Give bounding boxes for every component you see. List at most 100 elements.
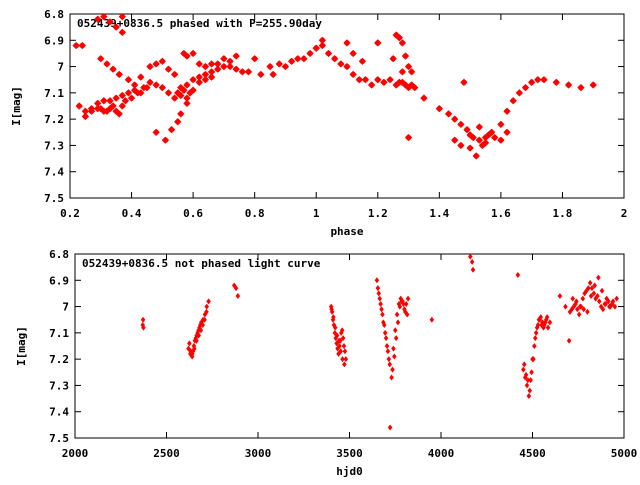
light-curve-data-point	[379, 306, 384, 313]
phased-data-point	[337, 60, 345, 68]
phased-x-tick-label: 1.4	[429, 207, 449, 220]
light-curve-data-point	[542, 321, 547, 328]
light-curve-data-point	[533, 329, 539, 336]
phased-data-point	[281, 62, 290, 71]
phased-data-point	[164, 65, 173, 73]
light-curve-data-point	[378, 300, 383, 307]
phased-data-point	[167, 126, 176, 134]
phased-data-point	[472, 152, 480, 160]
phased-data-point	[306, 49, 314, 58]
phased-data-point	[124, 89, 133, 97]
light-curve-data-point	[526, 392, 532, 399]
phased-data-point	[451, 136, 459, 144]
light-curve-data-point	[532, 335, 538, 342]
phased-data-point	[552, 78, 560, 86]
light-curve-y-tick-label: 6.8	[49, 248, 69, 261]
light-curve-data-point	[386, 356, 392, 363]
phased-data-point	[380, 78, 388, 86]
phased-data-point	[420, 94, 428, 102]
phased-data-point	[158, 57, 166, 65]
light-curve-data-point	[397, 303, 403, 310]
light-curve-data-point	[393, 327, 398, 334]
light-curve-data-point	[566, 337, 572, 344]
phased-data-point	[497, 120, 505, 128]
light-curve-data-point	[532, 343, 537, 349]
phased-data-point	[78, 41, 86, 50]
phased-y-tick-label: 6.9	[44, 34, 64, 47]
light-curve-y-tick-label: 7.1	[49, 327, 69, 340]
light-curve-data-point	[380, 311, 385, 318]
light-curve-data-point	[468, 253, 473, 260]
light-curve-x-tick-label: 2500	[153, 447, 180, 460]
light-curve-data-point	[591, 290, 597, 297]
phased-data-point	[171, 94, 179, 102]
phased-data-point	[183, 99, 191, 107]
light-curve-data-point	[522, 361, 527, 368]
phased-data-point	[97, 55, 105, 63]
light-curve-x-tick-label: 5000	[611, 447, 638, 460]
phased-data-point	[171, 70, 179, 79]
phased-data-point	[174, 118, 182, 126]
phased-data-point	[195, 78, 203, 86]
phased-data-point	[121, 97, 129, 105]
light-curve-data-point	[204, 303, 210, 310]
phased-data-point	[226, 57, 234, 65]
light-curve-data-point	[329, 306, 334, 313]
phased-x-tick-label: 1.6	[491, 207, 511, 220]
light-curve-data-point	[429, 316, 435, 323]
phased-data-point	[118, 91, 126, 100]
light-curve-data-point	[602, 300, 608, 307]
phased-data-point	[214, 60, 222, 68]
phased-data-point	[331, 55, 339, 63]
light-curve-data-point	[192, 345, 197, 352]
phased-x-tick-label: 1.2	[368, 207, 388, 220]
phased-data-point	[115, 70, 123, 79]
light-curve-data-point	[470, 266, 476, 273]
light-curve-data-point	[404, 311, 410, 318]
phased-data-point	[509, 97, 517, 105]
light-curve-data-point	[393, 335, 399, 342]
light-curve-data-point	[528, 377, 533, 384]
phased-data-point	[106, 97, 114, 105]
light-curve-data-point	[596, 274, 601, 281]
phased-data-point	[137, 73, 145, 81]
light-curve-data-point	[382, 329, 388, 336]
phased-data-point	[374, 39, 382, 47]
phased-data-point	[183, 52, 191, 60]
phased-data-point	[475, 123, 483, 131]
light-curve-data-point	[580, 295, 586, 302]
phased-data-point	[131, 86, 139, 94]
phased-data-point	[232, 65, 240, 73]
phased-data-point	[565, 81, 573, 89]
phased-data-point	[118, 28, 126, 36]
phased-data-point	[444, 110, 453, 118]
phased-data-point	[152, 128, 160, 136]
light-curve-data-point	[403, 300, 409, 307]
light-curve-data-point	[374, 277, 380, 284]
phased-data-point	[475, 136, 483, 144]
phased-y-tick-label: 7.5	[44, 192, 64, 205]
phased-data-point	[368, 81, 376, 89]
phased-data-point	[374, 76, 382, 84]
phased-data-point	[72, 41, 80, 50]
phased-data-point	[503, 107, 511, 115]
phased-data-point	[189, 76, 197, 84]
light-curve-y-tick-label: 7.5	[49, 432, 69, 445]
light-curve-data-point	[233, 285, 239, 292]
light-curve-data-point	[521, 366, 526, 373]
phased-data-point	[457, 141, 465, 150]
phased-data-point	[112, 23, 120, 31]
phased-data-point	[318, 41, 326, 50]
phased-data-point	[146, 78, 154, 86]
phased-y-tick-label: 7.3	[44, 139, 64, 152]
phased-data-point	[521, 84, 530, 92]
phased-data-point	[207, 60, 216, 68]
light-curve-data-point	[377, 295, 382, 302]
light-curve-x-tick-label: 4500	[519, 447, 546, 460]
phased-data-point	[411, 84, 419, 92]
phased-data-point	[343, 62, 351, 71]
light-curve-data-point	[340, 356, 345, 363]
phased-data-point	[251, 55, 259, 63]
